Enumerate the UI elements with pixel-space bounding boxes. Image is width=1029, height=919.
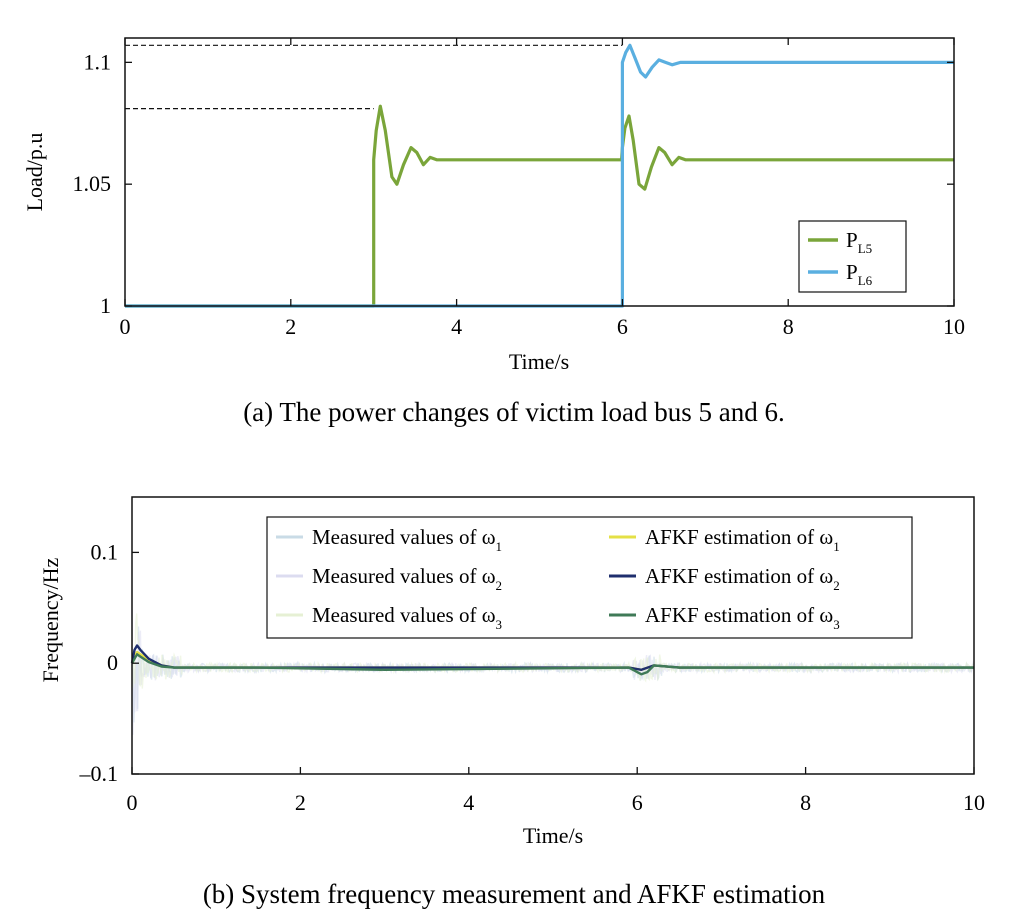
- chart-a-ylabel: Load/p.u: [22, 133, 47, 212]
- chart-b: 0 2 4 6 8 10 0.1 0 –0.1 Time/s Frequency/Hz Meas…: [38, 496, 986, 909]
- chart-b-ytick-label: –0.1: [79, 761, 119, 786]
- chart-b-estimate-line-3: [130, 653, 974, 676]
- chart-a-series: [125, 43, 954, 308]
- chart-b-legend-label: AFKF estimation of ω1: [645, 525, 840, 554]
- chart-a-xlabel: Time/s: [509, 349, 569, 374]
- chart-a-series-line-l6: [125, 43, 954, 308]
- chart-a-ytick-label: 1.05: [73, 171, 112, 196]
- chart-b-xtick-label: 6: [632, 790, 643, 815]
- chart-b-legend-box: [266, 516, 913, 639]
- chart-a-xtick-label: 2: [285, 314, 296, 339]
- chart-b-xlabel: Time/s: [523, 823, 583, 848]
- chart-b-xtick-label: 2: [295, 790, 306, 815]
- chart-a-xtick-label: 0: [120, 314, 131, 339]
- chart-a-caption: (a) The power changes of victim load bus…: [243, 397, 785, 427]
- chart-b-caption: (b) System frequency measurement and AFK…: [203, 879, 826, 909]
- chart-a-ytick-label: 1: [100, 293, 111, 318]
- chart-a-legend: PL5 PL6: [798, 220, 907, 293]
- chart-b-xtick-label: 10: [963, 790, 985, 815]
- chart-b-ylabel: Frequency/Hz: [38, 557, 63, 682]
- chart-b-xtick-label: 4: [463, 790, 474, 815]
- chart-a-ticks: 0 2 4 6 8 10 1 1.05 1.1: [73, 38, 965, 339]
- chart-b-legend-label: Measured values of ω3: [312, 603, 502, 632]
- chart-a-plot-frame: [124, 37, 955, 307]
- chart-a-ytick-label: 1.1: [84, 49, 112, 74]
- legend-label-pl6: PL6: [846, 260, 873, 288]
- chart-b-legend-label: Measured values of ω2: [312, 564, 502, 593]
- chart-b-ytick-label: 0: [107, 650, 118, 675]
- chart-b-legend-label: AFKF estimation of ω3: [645, 603, 840, 632]
- chart-b-legend: Measured values of ω1 Measured values of …: [266, 516, 913, 639]
- chart-a-xtick-label: 4: [451, 314, 462, 339]
- chart-b-xtick-label: 8: [800, 790, 811, 815]
- chart-a-legend-box: [798, 220, 907, 293]
- chart-a-xtick-label: 10: [943, 314, 965, 339]
- chart-b-xtick-label: 0: [127, 790, 138, 815]
- legend-label-pl5: PL5: [846, 228, 872, 256]
- chart-b-plot-frame: [131, 496, 975, 775]
- chart-b-measured-trace-3: [131, 613, 975, 689]
- chart-b-legend-items: Measured values of ω1 Measured values of …: [276, 525, 840, 632]
- chart-a-xtick-label: 8: [783, 314, 794, 339]
- chart-b-ytick-label: 0.1: [91, 539, 119, 564]
- chart-a-reference-lines: [125, 44, 623, 110]
- chart-b-legend-label: Measured values of ω1: [312, 525, 502, 554]
- chart-a-xtick-label: 6: [617, 314, 628, 339]
- chart-b-ticks: 0 2 4 6 8 10 0.1 0 –0.1: [79, 539, 986, 815]
- chart-b-series: [130, 644, 974, 676]
- chart-b-legend-label: AFKF estimation of ω2: [645, 564, 840, 593]
- chart-b-measured-trace-1: [131, 626, 975, 723]
- chart-a-series-line-l5: [125, 104, 954, 308]
